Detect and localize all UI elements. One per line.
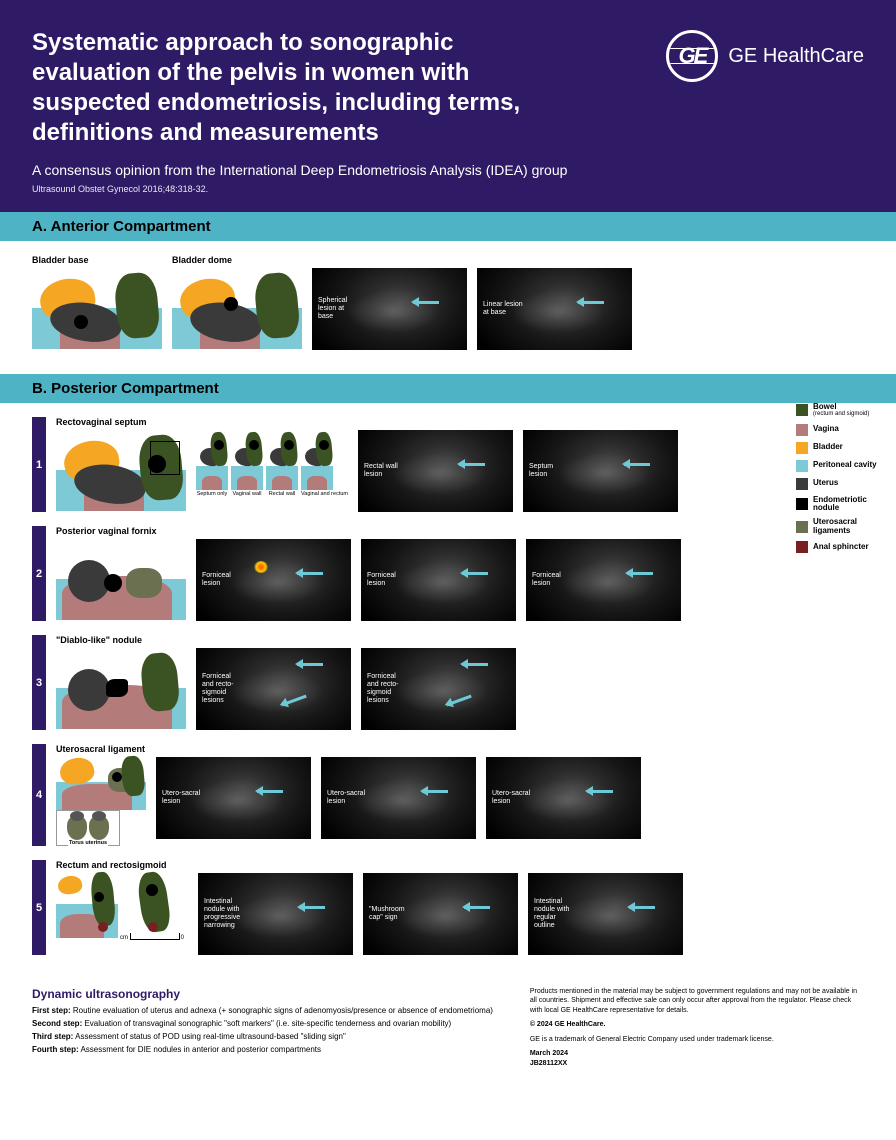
anatomy-diagram: cm0 bbox=[126, 870, 188, 938]
ultrasound-image: Intestinal nodule with progressive narro… bbox=[198, 873, 353, 955]
ultrasound-image: Forniceal lesion bbox=[361, 539, 516, 621]
variant-label: Vaginal and rectum bbox=[301, 492, 348, 498]
anatomy-diagram bbox=[56, 754, 146, 810]
legend-item: Peritoneal cavity bbox=[796, 460, 882, 472]
step: Second step: Evaluation of transvaginal … bbox=[32, 1019, 500, 1028]
ultrasound-image: Rectal wall lesion bbox=[358, 430, 513, 512]
variant-diagram bbox=[266, 430, 298, 490]
page-title: Systematic approach to sonographic evalu… bbox=[32, 28, 552, 148]
section-a-bar: A. Anterior Compartment bbox=[0, 212, 896, 241]
anatomy-diagram bbox=[32, 267, 162, 349]
legend-item: Endometriotic nodule bbox=[796, 496, 882, 513]
row-number: 2 bbox=[32, 526, 46, 621]
ultrasound-image: Linear lesion at base bbox=[477, 268, 632, 350]
row-number: 3 bbox=[32, 635, 46, 730]
subtitle: A consensus opinion from the Internation… bbox=[32, 162, 864, 178]
diagram-label: Rectum and rectosigmoid bbox=[56, 860, 188, 870]
diagram-label: Posterior vaginal fornix bbox=[56, 526, 186, 536]
ultrasound-image: Utero-sacral lesion bbox=[321, 757, 476, 839]
legal-text: Products mentioned in the material may b… bbox=[530, 987, 864, 1015]
brand-name: GE HealthCare bbox=[728, 45, 864, 68]
variant-diagram bbox=[196, 430, 228, 490]
variant-label: Septum only bbox=[196, 492, 228, 498]
section-a-title: A. Anterior Compartment bbox=[32, 218, 864, 235]
variant-diagram bbox=[231, 430, 263, 490]
legend-item: Anal sphincter bbox=[796, 541, 882, 553]
variant-label: Rectal wall bbox=[266, 492, 298, 498]
diagram-label: "Diablo-like" nodule bbox=[56, 635, 186, 645]
anatomy-diagram bbox=[56, 538, 186, 620]
diagram-label: Bladder base bbox=[32, 255, 162, 265]
ultrasound-image: Intestinal nodule with regular outline bbox=[528, 873, 683, 955]
legend: Bowel(rectum and sigmoid) Vagina Bladder Pe… bbox=[796, 403, 882, 559]
footer-date: March 2024JB28112XX bbox=[530, 1049, 864, 1068]
citation: Ultrasound Obstet Gynecol 2016;48:318-32… bbox=[32, 184, 864, 194]
diagram-label: Bladder dome bbox=[172, 255, 302, 265]
variant-label: Vaginal wall bbox=[231, 492, 263, 498]
header: Systematic approach to sonographic evalu… bbox=[0, 0, 896, 212]
step: First step: Routine evaluation of uterus… bbox=[32, 1006, 500, 1015]
legend-item: Uterosacral ligaments bbox=[796, 518, 882, 535]
step: Third step: Assessment of status of POD … bbox=[32, 1032, 500, 1041]
anatomy-diagram bbox=[56, 429, 186, 511]
trademark: GE is a trademark of General Electric Co… bbox=[530, 1035, 864, 1044]
ruler: cm0 bbox=[130, 930, 180, 940]
legend-item: Bladder bbox=[796, 442, 882, 454]
variant-diagram bbox=[301, 430, 333, 490]
ultrasound-image: Forniceal and recto-sigmoid lesions bbox=[361, 648, 516, 730]
legend-item: Bowel(rectum and sigmoid) bbox=[796, 403, 882, 418]
ultrasound-image: Septum lesion bbox=[523, 430, 678, 512]
anatomy-diagram bbox=[172, 267, 302, 349]
row-number: 4 bbox=[32, 744, 46, 846]
section-a-content: Bladder base Bladder dome Spherical lesi… bbox=[0, 241, 896, 374]
ultrasound-image: Utero-sacral lesion bbox=[156, 757, 311, 839]
ge-logo-icon: GE bbox=[666, 30, 718, 82]
arrow-icon bbox=[413, 301, 439, 304]
ultrasound-image: Forniceal lesion bbox=[196, 539, 351, 621]
step: Fourth step: Assessment for DIE nodules … bbox=[32, 1045, 500, 1054]
diagram-label: Rectovaginal septum bbox=[56, 417, 186, 427]
dynamic-title: Dynamic ultrasonography bbox=[32, 987, 500, 1001]
arrow-icon bbox=[578, 301, 604, 304]
footer: Dynamic ultrasonography First step: Rout… bbox=[0, 979, 896, 1087]
ultrasound-image: Utero-sacral lesion bbox=[486, 757, 641, 839]
row-number: 5 bbox=[32, 860, 46, 955]
ultrasound-image: Forniceal lesion bbox=[526, 539, 681, 621]
legend-item: Vagina bbox=[796, 424, 882, 436]
section-b-bar: B. Posterior Compartment bbox=[0, 374, 896, 403]
brand: GE GE HealthCare bbox=[666, 30, 864, 82]
row-number: 1 bbox=[32, 417, 46, 512]
ultrasound-image: "Mushroom cap" sign bbox=[363, 873, 518, 955]
torus-inset: Torus uterinus bbox=[56, 810, 120, 846]
diagram-label: Uterosacral ligament bbox=[56, 744, 146, 754]
legend-item: Uterus bbox=[796, 478, 882, 490]
anatomy-diagram bbox=[56, 647, 186, 729]
section-b-title: B. Posterior Compartment bbox=[32, 380, 864, 397]
anatomy-diagram bbox=[56, 870, 118, 938]
section-b-content: 1 Rectovaginal septum Septum onlyVaginal… bbox=[0, 403, 896, 979]
variant-strip: Septum onlyVaginal wallRectal wallVagina… bbox=[196, 430, 348, 498]
ultrasound-image: Forniceal and recto-sigmoid lesions bbox=[196, 648, 351, 730]
ultrasound-image: Spherical lesion at base bbox=[312, 268, 467, 350]
copyright: © 2024 GE HealthCare. bbox=[530, 1020, 864, 1029]
